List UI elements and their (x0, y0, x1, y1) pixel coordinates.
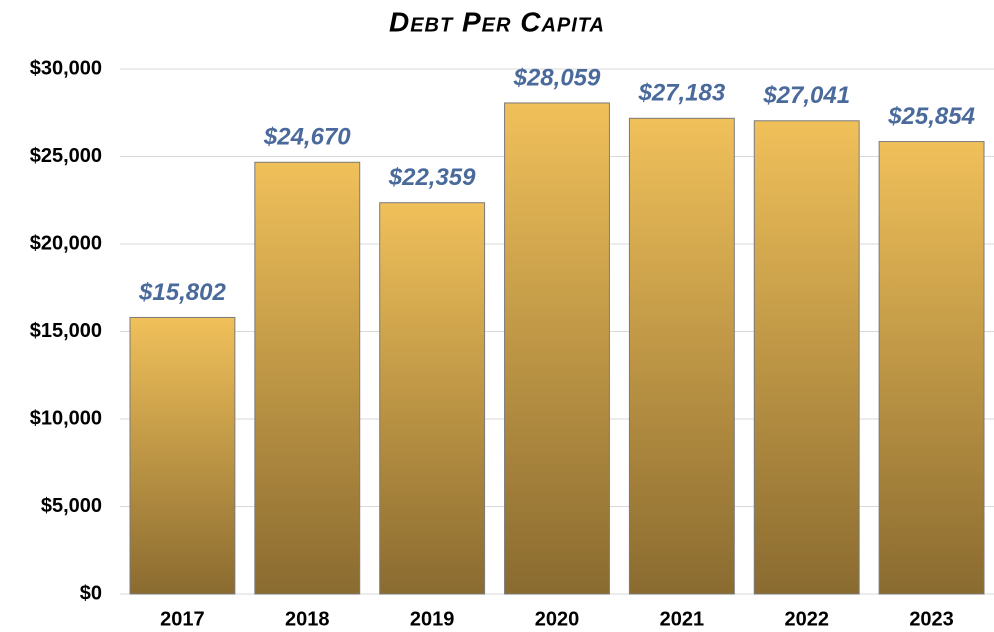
x-tick-label: 2023 (909, 608, 954, 630)
x-tick-label: 2022 (784, 608, 829, 630)
x-tick-label: 2018 (285, 608, 330, 630)
y-tick-label: $5,000 (41, 495, 102, 517)
x-tick-label: 2021 (660, 608, 705, 630)
bar (129, 316, 236, 595)
bar (504, 102, 610, 595)
bar (628, 117, 735, 595)
data-label: $27,041 (762, 82, 850, 109)
bar (379, 202, 486, 595)
x-tick-label: 2020 (535, 608, 580, 630)
data-label: $25,854 (887, 103, 975, 130)
bar (753, 120, 860, 595)
data-label: $22,359 (388, 164, 476, 191)
y-tick-label: $10,000 (30, 407, 102, 429)
data-label: $24,670 (263, 124, 351, 151)
y-tick-label: $15,000 (30, 320, 102, 342)
data-label: $27,183 (637, 80, 725, 107)
x-tick-label: 2017 (160, 608, 205, 630)
data-label: $28,059 (513, 64, 601, 91)
x-tick-label: 2019 (410, 608, 455, 630)
chart-title: Debt Per Capita (389, 6, 605, 37)
y-tick-label: $25,000 (30, 145, 102, 167)
bar (878, 141, 985, 595)
data-label: $15,802 (138, 279, 226, 306)
bar (254, 161, 361, 595)
y-tick-label: $0 (80, 582, 102, 604)
y-tick-label: $20,000 (30, 232, 102, 254)
y-tick-label: $30,000 (30, 57, 102, 79)
